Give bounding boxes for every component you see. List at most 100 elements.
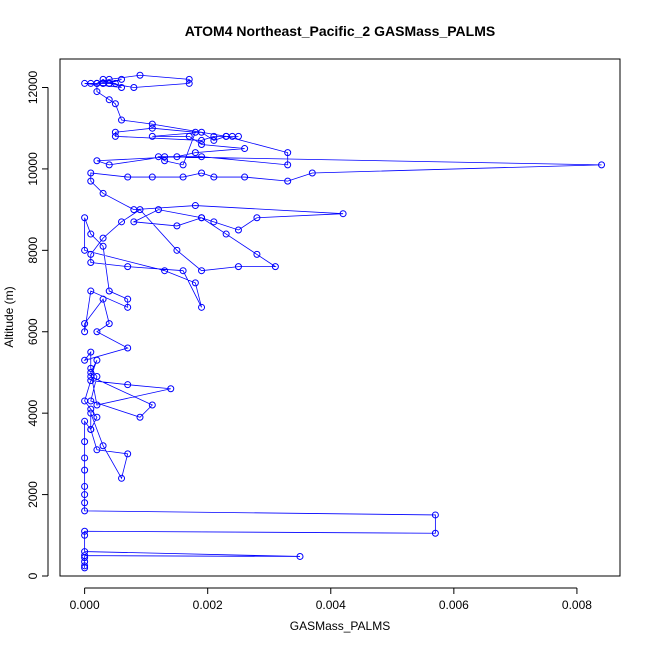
- data-point: [87, 405, 95, 413]
- data-point: [185, 79, 193, 87]
- data-point: [284, 161, 292, 169]
- y-tick-label: 0: [26, 572, 40, 579]
- data-point: [105, 287, 113, 295]
- y-tick-label: 4000: [26, 399, 40, 426]
- data-point: [87, 409, 95, 417]
- data-point: [93, 328, 101, 336]
- data-point: [81, 562, 89, 570]
- plot-area-border: [59, 58, 621, 577]
- data-point: [161, 267, 169, 275]
- data-point: [179, 161, 187, 169]
- data-point: [271, 263, 279, 271]
- data-point: [191, 128, 199, 136]
- data-point: [161, 157, 169, 165]
- data-point: [241, 173, 249, 181]
- data-point: [241, 145, 249, 153]
- data-point: [124, 173, 132, 181]
- data-point: [118, 75, 126, 83]
- data-point: [154, 153, 162, 161]
- data-point: [284, 149, 292, 157]
- data-point: [130, 84, 138, 91]
- data-point: [81, 548, 89, 556]
- x-tick-label: 0.008: [562, 598, 592, 612]
- data-point: [191, 279, 199, 287]
- data-point: [93, 373, 101, 381]
- data-point: [198, 303, 206, 311]
- data-point: [93, 413, 101, 421]
- data-point: [81, 454, 89, 462]
- x-tick-label: 0.000: [70, 598, 100, 612]
- data-point: [99, 442, 107, 450]
- data-point: [124, 263, 132, 271]
- data-point: [87, 425, 95, 433]
- data-point: [124, 450, 132, 458]
- data-point: [124, 303, 132, 311]
- data-point: [81, 466, 89, 474]
- y-tick-label: 8000: [26, 237, 40, 264]
- data-point: [284, 177, 292, 185]
- data-point: [124, 381, 132, 389]
- data-point: [339, 210, 347, 218]
- y-tick-label: 12000: [26, 70, 40, 104]
- data-point: [124, 295, 132, 303]
- data-point: [111, 100, 119, 108]
- data-point: [124, 344, 132, 352]
- data-point: [81, 320, 89, 328]
- data-point: [296, 552, 304, 560]
- data-point: [81, 356, 89, 364]
- data-point: [222, 230, 230, 238]
- data-point: [93, 157, 101, 165]
- data-point: [130, 218, 138, 226]
- data-point: [198, 136, 206, 144]
- data-point: [431, 511, 439, 519]
- data-point: [87, 259, 95, 267]
- data-point: [179, 267, 187, 275]
- data-point: [191, 202, 199, 210]
- data-point: [148, 173, 156, 181]
- y-tick-label: 10000: [26, 152, 40, 186]
- data-point: [93, 88, 101, 96]
- data-point: [81, 246, 89, 254]
- data-point: [99, 234, 107, 242]
- data-point: [87, 397, 95, 405]
- x-tick-label: 0.006: [439, 598, 469, 612]
- data-point: [234, 226, 242, 234]
- series-layer: [81, 71, 606, 572]
- data-point: [81, 328, 89, 336]
- data-point: [87, 377, 95, 385]
- series-line: [83, 74, 602, 568]
- data-point: [179, 173, 187, 181]
- data-point: [81, 491, 89, 499]
- data-point: [87, 348, 95, 356]
- data-point: [431, 529, 439, 537]
- data-point: [99, 189, 107, 197]
- data-point: [148, 401, 156, 409]
- data-point: [87, 169, 95, 177]
- data-point: [210, 136, 218, 144]
- data-point: [81, 214, 89, 222]
- data-point: [118, 116, 126, 124]
- x-tick-label: 0.002: [193, 598, 223, 612]
- x-axis: 0.000 0.002 0.004 0.006 0.008: [70, 587, 592, 612]
- data-point: [253, 250, 261, 258]
- data-point: [154, 206, 162, 214]
- data-point: [198, 267, 206, 275]
- data-point: [87, 230, 95, 238]
- y-tick-label: 6000: [26, 318, 40, 345]
- y-tick-label: 2000: [26, 481, 40, 508]
- data-point: [173, 153, 181, 161]
- data-point: [185, 75, 193, 83]
- data-point: [148, 132, 156, 140]
- data-point: [210, 218, 218, 226]
- data-point: [87, 364, 95, 372]
- data-point: [118, 218, 126, 226]
- y-axis: 0 2000 4000 6000 8000 10000 12000: [26, 70, 49, 579]
- data-point: [99, 75, 107, 83]
- data-point: [99, 79, 107, 87]
- data-point: [81, 438, 89, 446]
- data-point: [105, 161, 113, 169]
- x-axis-label: GASMass_PALMS: [290, 619, 390, 633]
- data-point: [118, 84, 126, 91]
